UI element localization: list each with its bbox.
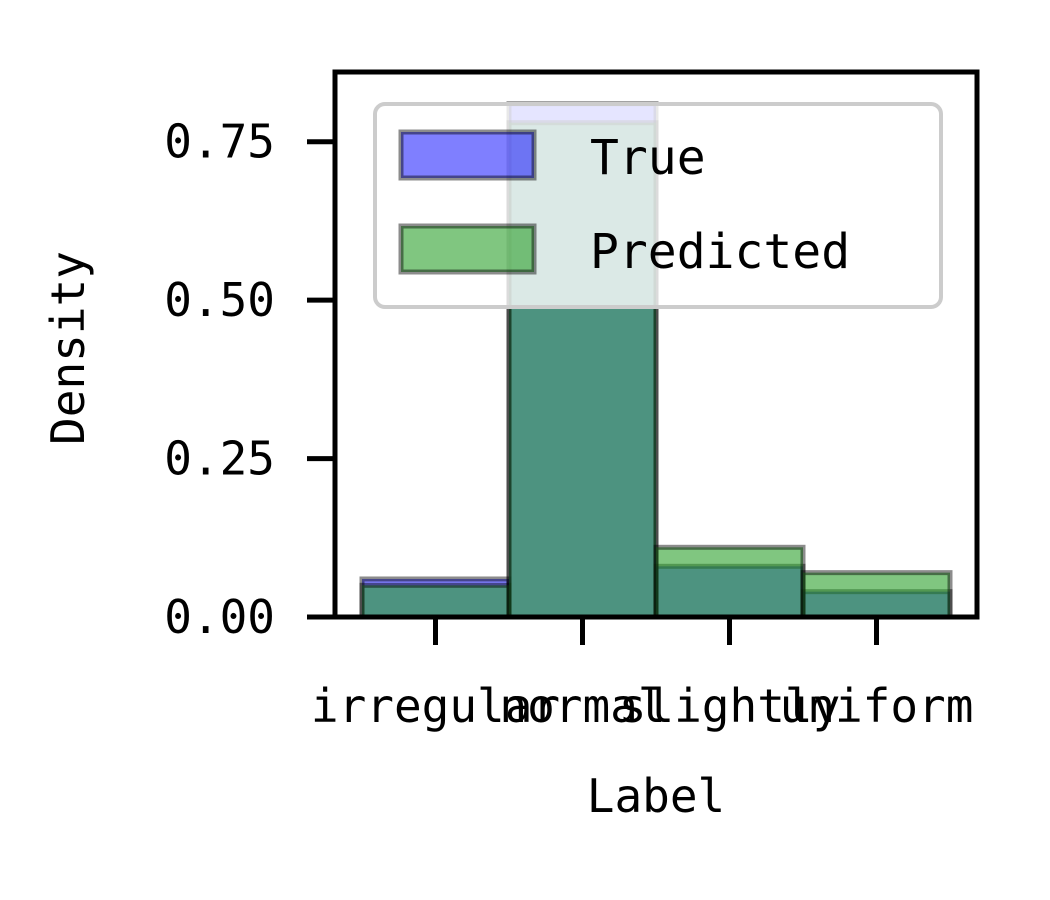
- y-tick-label: 0.75: [164, 115, 275, 169]
- x-axis-title: Label: [587, 769, 725, 823]
- legend: True Predicted: [373, 102, 943, 309]
- legend-label-predicted: Predicted: [590, 224, 850, 280]
- plot-frame: [332, 69, 980, 620]
- x-tick-label-irregular: irregular: [311, 679, 560, 733]
- bar-predicted-irregular: [359, 582, 512, 620]
- y-tick-label: 0.50: [164, 273, 275, 327]
- bar-predicted-slightly: [653, 544, 806, 620]
- y-tick-label: 0.00: [164, 590, 275, 644]
- legend-label-true: True: [590, 130, 706, 186]
- ticks-layer: 0.00 0.25 0.50 0.75 irregularnormalslightlyu…: [164, 115, 973, 733]
- x-tick-label-normal: normal: [499, 679, 665, 733]
- y-tick-label: 0.25: [164, 432, 275, 486]
- legend-swatch-true: [398, 129, 537, 181]
- legend-swatch-predicted: [398, 223, 537, 275]
- x-tick-label-slightly: slightly: [619, 679, 841, 733]
- bar-predicted-uniform: [800, 570, 953, 620]
- x-tick-label-uniform: uniform: [780, 679, 974, 733]
- y-axis-title: Density: [41, 251, 95, 445]
